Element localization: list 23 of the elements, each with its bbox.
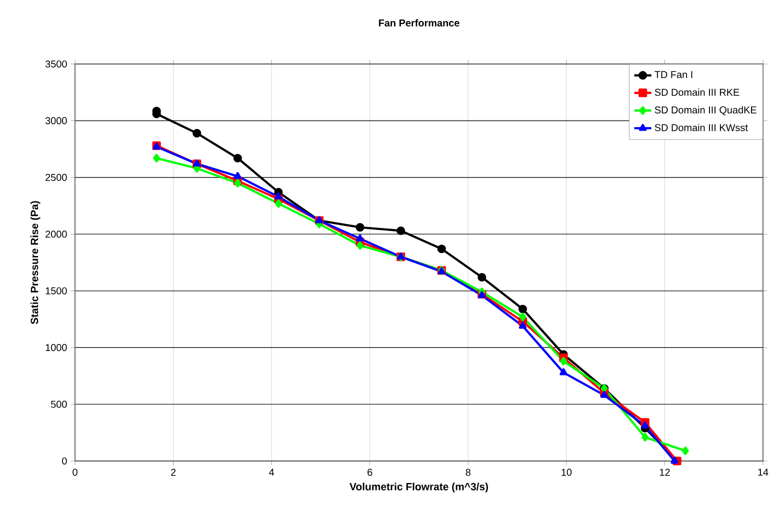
x-tick-label: 6	[368, 468, 372, 476]
x-tick-label: 12	[660, 468, 670, 476]
y-tick-label: 3000	[45, 117, 67, 124]
legend-label: SD Domain III KWsst	[654, 124, 748, 132]
x-tick-label: 10	[562, 468, 572, 476]
y-axis-title: Static Pressure Rise (Pa)	[30, 201, 40, 324]
y-tick-label: 1500	[46, 287, 67, 294]
x-tick-label: 14	[758, 468, 768, 476]
legend-label: TD Fan I	[654, 71, 692, 78]
x-axis-title: Volumetric Flowrate (m^3/s)	[350, 482, 488, 492]
x-tick-label: 8	[466, 468, 470, 476]
y-tick-label: 500	[51, 400, 67, 408]
legend-label: SD Domain III RKE	[654, 88, 740, 96]
x-tick-label: 4	[269, 468, 274, 476]
x-tick-label: 0	[72, 468, 78, 476]
y-tick-label: 1000	[46, 344, 67, 352]
x-tick-label: 2	[171, 468, 176, 476]
y-tick-label: 2000	[46, 230, 67, 238]
chart-title: Fan Performance	[378, 19, 460, 26]
y-tick-label: 2500	[46, 174, 67, 181]
y-tick-label: 3500	[45, 60, 67, 68]
legend-label: SD Domain III QuadKE	[654, 106, 756, 116]
y-tick-label: 0	[62, 457, 67, 465]
